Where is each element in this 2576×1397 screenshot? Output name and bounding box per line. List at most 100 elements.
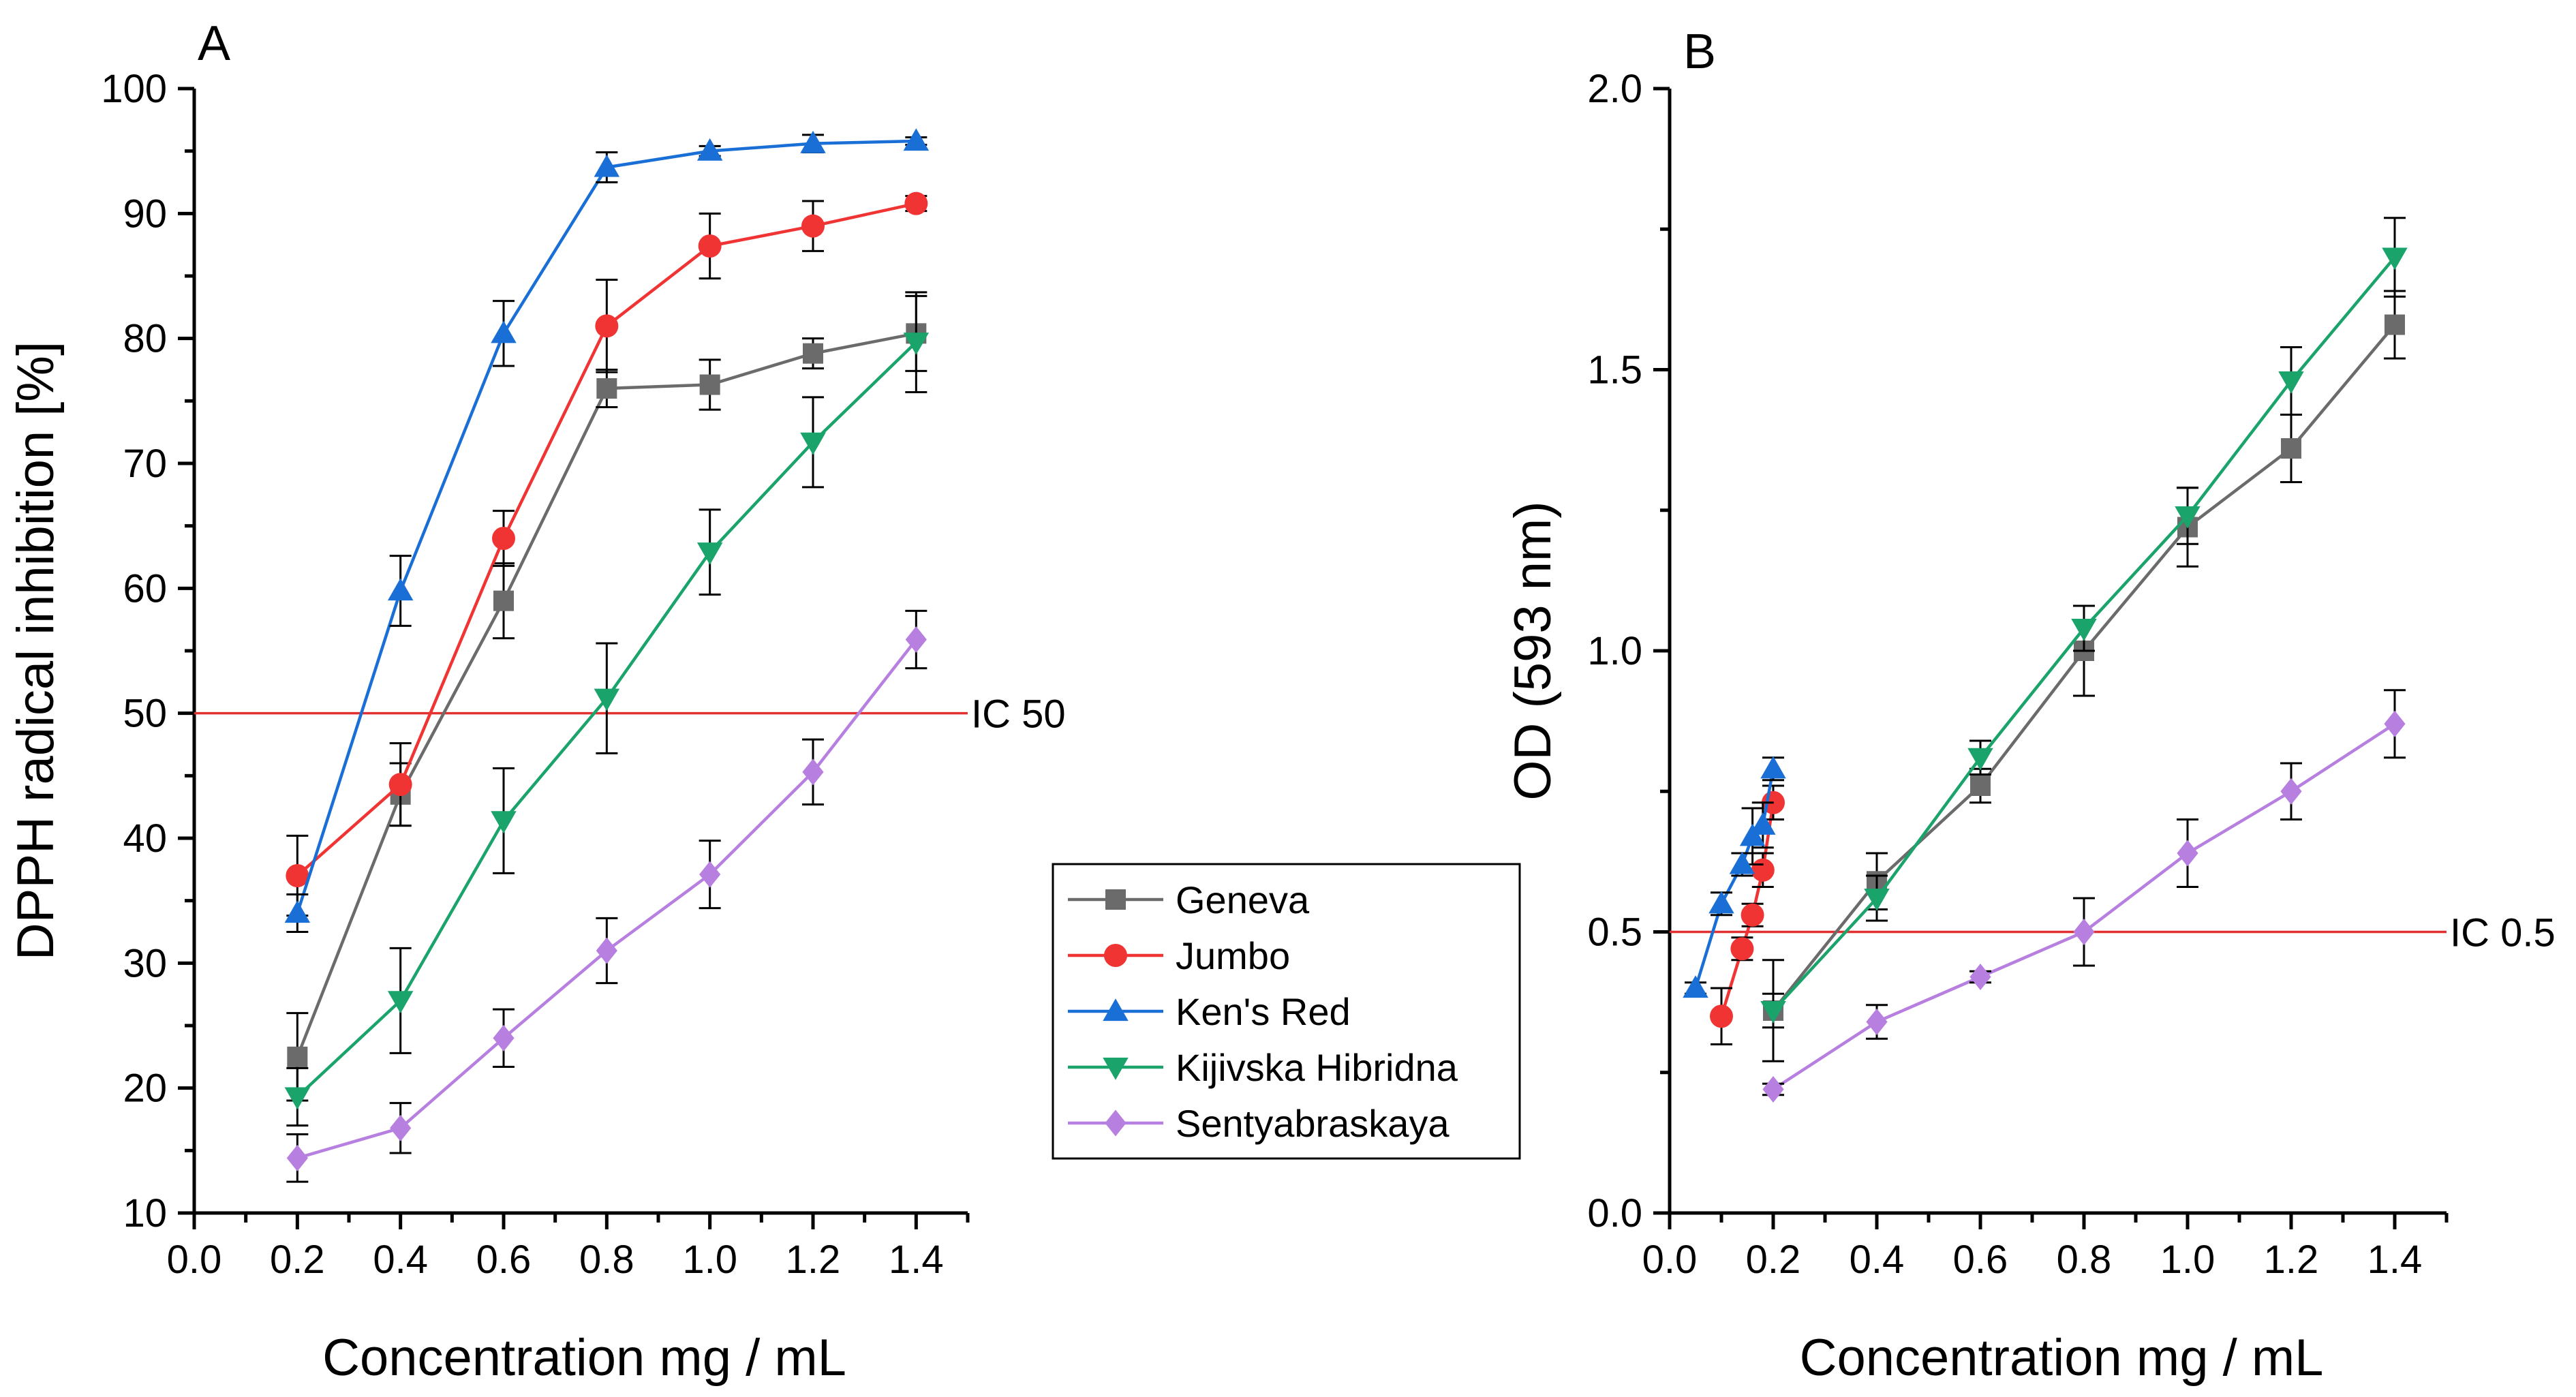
series-ken-s-red [1683, 756, 1786, 998]
data-point [596, 378, 617, 399]
data-point [1969, 964, 1991, 990]
data-point [800, 432, 826, 455]
data-point [2073, 919, 2095, 945]
data-point [1760, 1000, 1786, 1024]
data-point [2384, 710, 2406, 737]
y-axis-title: OD (593 nm) [1504, 501, 1562, 800]
legend-label: Jumbo [1176, 934, 1290, 977]
y-tick-label: 2.0 [1587, 67, 1642, 111]
data-point [2382, 247, 2408, 271]
x-tick-label: 0.4 [1850, 1238, 1905, 1282]
data-point [284, 900, 311, 923]
x-tick-label: 0.0 [167, 1238, 222, 1282]
x-tick-label: 0.8 [579, 1238, 634, 1282]
legend-swatch-marker [1105, 889, 1126, 910]
data-point [802, 758, 824, 786]
x-tick-label: 1.2 [786, 1238, 841, 1282]
data-point [594, 688, 620, 711]
data-point [2280, 778, 2302, 805]
y-tick-label: 90 [123, 191, 167, 236]
data-point [594, 154, 620, 177]
legend-swatch-marker [1103, 1057, 1129, 1080]
legend-label: Ken's Red [1176, 990, 1351, 1033]
x-tick-label: 1.4 [2367, 1238, 2423, 1282]
legend-label: Sentyabraskaya [1176, 1102, 1450, 1145]
series-line [296, 139, 917, 914]
data-point [1739, 823, 1766, 846]
x-axis-title: Concentration mg / mL [1800, 1329, 2324, 1387]
data-point [2175, 506, 2201, 529]
data-point [2071, 618, 2097, 641]
data-point [2278, 371, 2304, 394]
x-tick-label: 0.2 [270, 1238, 325, 1282]
data-point [1751, 858, 1775, 882]
y-tick-label: 1.0 [1587, 629, 1642, 673]
data-point [1683, 975, 1708, 998]
data-point [1750, 812, 1776, 835]
legend-swatch-marker [1104, 944, 1127, 967]
legend-label: Geneva [1176, 878, 1310, 921]
data-point [491, 811, 517, 834]
data-point [1762, 1076, 1784, 1103]
data-point [1970, 776, 1991, 796]
panel-label: A [198, 16, 230, 71]
data-point [1967, 748, 1993, 771]
data-point [696, 542, 723, 565]
legend-entry-jumbo: Jumbo [1068, 934, 1290, 977]
panel-b: 0.0 0.2 0.4 0.6 0.8 1.0 1.2 1.4 0.0 0.5 1.0 1.5 2.0 C… [1504, 25, 2556, 1387]
series-sentyabraskaya [286, 609, 927, 1183]
x-tick-label: 1.0 [2160, 1238, 2215, 1282]
data-point [596, 937, 617, 964]
data-point [801, 214, 825, 238]
data-point [903, 128, 930, 151]
data-point [491, 320, 517, 343]
data-point [699, 374, 720, 395]
x-tick-label: 0.0 [1642, 1238, 1698, 1282]
y-tick-label: 50 [123, 692, 167, 736]
data-point [1866, 1009, 1888, 1035]
x-tick-label: 0.6 [476, 1238, 532, 1282]
y-tick-label: 100 [101, 67, 167, 111]
data-point [1760, 756, 1786, 779]
data-point [1730, 937, 1754, 961]
data-point [698, 234, 722, 258]
data-point [284, 1087, 311, 1110]
legend-entry-kijivska-hibridna: Kijivska Hibridna [1068, 1046, 1458, 1089]
data-point [493, 590, 514, 611]
y-tick-label: 60 [123, 566, 167, 611]
data-point [904, 191, 928, 215]
data-point [287, 1046, 308, 1067]
legend-entry-geneva: Geneva [1068, 878, 1310, 921]
y-axis-title: DPPH radical inhibition [%] [7, 341, 65, 960]
legend-swatch-marker [1105, 1109, 1126, 1137]
data-point [696, 138, 723, 161]
y-tick-label: 10 [123, 1191, 167, 1235]
data-point [1729, 851, 1755, 874]
legend-entry-sentyabraskaya: Sentyabraskaya [1068, 1102, 1450, 1145]
data-point [1864, 888, 1890, 911]
reference-line-label: IC 50 [971, 692, 1066, 737]
legend-swatch-marker [1103, 998, 1129, 1022]
x-tick-label: 0.4 [373, 1238, 428, 1282]
data-point [905, 626, 927, 653]
series-ken-s-red [284, 128, 930, 933]
y-tick-label: 40 [123, 816, 167, 861]
data-point [387, 578, 414, 601]
series-kijivska-hibridna [1760, 217, 2408, 1029]
data-point [1741, 903, 1764, 927]
data-point [493, 1024, 515, 1051]
data-point [1710, 1004, 1733, 1028]
reference-line-label: IC 0.5 [2450, 911, 2556, 955]
y-tick-label: 0.0 [1587, 1191, 1642, 1235]
data-point [800, 130, 826, 153]
x-axis-title: Concentration mg / mL [322, 1329, 846, 1387]
data-point [492, 527, 515, 550]
data-point [2281, 438, 2301, 459]
data-point [903, 333, 930, 355]
x-tick-label: 0.2 [1746, 1238, 1801, 1282]
data-point [595, 314, 619, 338]
y-tick-label: 20 [123, 1066, 167, 1111]
x-tick-label: 1.0 [682, 1238, 737, 1282]
x-tick-label: 0.6 [1953, 1238, 2008, 1282]
